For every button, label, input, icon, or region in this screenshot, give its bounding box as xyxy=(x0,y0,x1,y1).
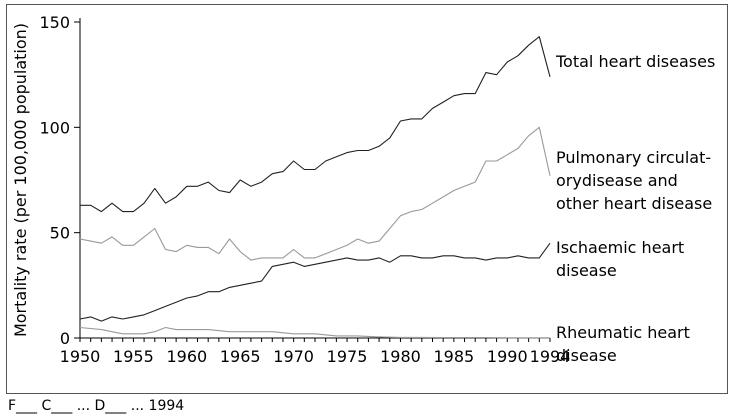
x-tick-label: 1990 xyxy=(487,347,528,366)
series-label-1: Total heart diseases xyxy=(555,52,715,71)
y-tick-label: 100 xyxy=(39,118,70,137)
series-label-2: Pulmonary circulat-orydisease and other h… xyxy=(556,148,712,213)
x-tick-label: 1965 xyxy=(220,347,261,366)
series-line-4 xyxy=(79,326,550,339)
y-axis-title: Mortality rate (per 100,000 population) xyxy=(11,23,30,337)
x-tick-label: 1980 xyxy=(380,347,421,366)
series-line-1 xyxy=(80,36,551,213)
series-lines xyxy=(79,36,551,339)
x-tick-label: 1985 xyxy=(434,347,475,366)
footer-fragment: F___ C___ ... D___ ... 1994 xyxy=(8,398,185,414)
series-label-4: Rheumatic heart disease xyxy=(556,323,690,365)
figure-frame: 0 50 100 150 1950 1955 1960 1965 1970 1975 1980 19… xyxy=(6,4,728,394)
y-tick-label: 0 xyxy=(60,329,70,348)
series-line-3 xyxy=(79,242,551,322)
x-tick-label: 1970 xyxy=(273,347,314,366)
x-ticks: 1950 1955 1960 1965 1970 1975 1980 1985 1990 1994 xyxy=(60,338,571,366)
series-label-3: Ischaemic heart disease xyxy=(556,238,684,280)
y-tick-label: 50 xyxy=(50,224,70,243)
x-tick-label: 1960 xyxy=(166,347,207,366)
series-labels: Total heart diseases Pulmonary circulat-o… xyxy=(555,52,715,365)
y-ticks: 0 50 100 150 xyxy=(39,13,80,348)
y-tick-label: 150 xyxy=(39,13,70,32)
series-line-2 xyxy=(79,126,551,261)
x-tick-label: 1950 xyxy=(60,347,101,366)
x-tick-label: 1955 xyxy=(113,347,154,366)
x-tick-label: 1994 xyxy=(530,347,571,366)
x-tick-label: 1975 xyxy=(327,347,368,366)
